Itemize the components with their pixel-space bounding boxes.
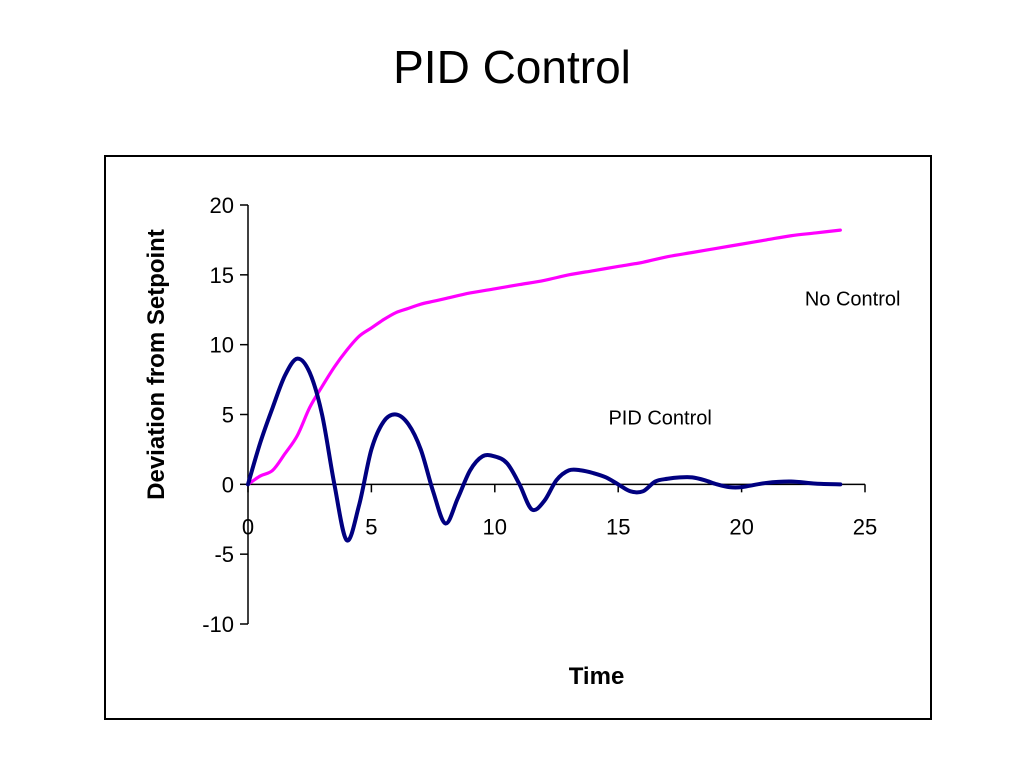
series-line-1 bbox=[246, 228, 842, 486]
y-tick-label: 15 bbox=[210, 263, 234, 288]
x-tick-label: 5 bbox=[365, 514, 377, 539]
y-tick-label: 5 bbox=[222, 403, 234, 428]
x-axis-title: Time bbox=[569, 663, 625, 690]
x-tick-label: 0 bbox=[242, 514, 254, 539]
y-tick-label: 10 bbox=[210, 333, 234, 358]
x-tick-label: 15 bbox=[606, 514, 630, 539]
y-tick-label: -5 bbox=[214, 542, 234, 567]
y-tick-label: 0 bbox=[222, 472, 234, 497]
series-line-2 bbox=[246, 356, 843, 543]
line-chart: -10 -5 0 5 10 15 20 0 5 10 15 20 25 Time Deviation fro… bbox=[143, 193, 900, 690]
y-axis-title: Deviation from Setpoint bbox=[143, 229, 170, 500]
chart-frame: -10 -5 0 5 10 15 20 0 5 10 15 20 25 Time Deviation fro… bbox=[104, 155, 932, 720]
x-tick-label: 20 bbox=[729, 514, 753, 539]
chart-series bbox=[246, 228, 843, 543]
x-tick-label: 25 bbox=[853, 514, 877, 539]
slide-title: PID Control bbox=[393, 41, 631, 93]
x-tick-label: 10 bbox=[483, 514, 507, 539]
annotation-label-2: PID Control bbox=[608, 407, 711, 429]
annotation-label-1: No Control bbox=[805, 289, 901, 311]
chart-axes bbox=[240, 204, 866, 625]
y-tick-label: -10 bbox=[202, 612, 234, 637]
chart-labels: -10 -5 0 5 10 15 20 0 5 10 15 20 25 Time Deviation fro… bbox=[143, 193, 900, 690]
y-tick-label: 20 bbox=[210, 193, 234, 218]
